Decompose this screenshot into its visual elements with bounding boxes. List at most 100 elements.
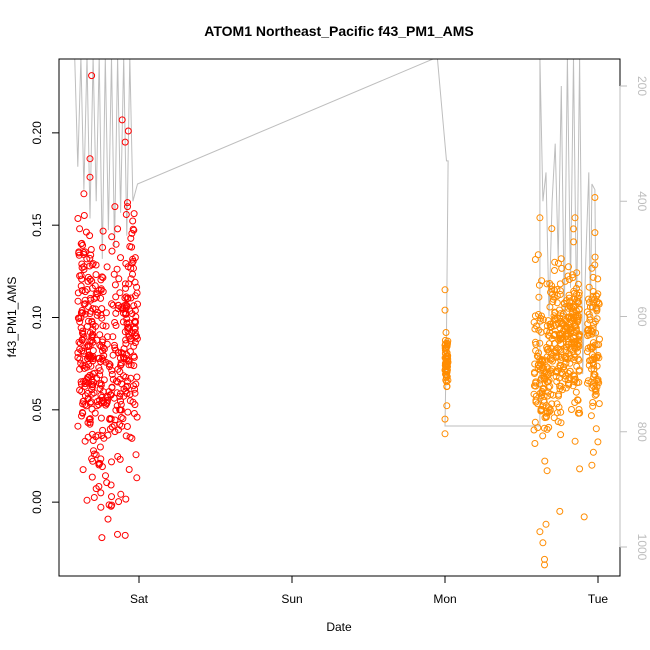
data-point	[546, 328, 554, 336]
data-point	[124, 408, 132, 416]
data-point	[557, 419, 565, 427]
data-point	[76, 345, 84, 353]
data-point	[109, 375, 117, 383]
data-point	[443, 402, 451, 410]
data-point	[77, 282, 85, 290]
data-point	[575, 367, 583, 375]
data-point	[102, 401, 110, 409]
data-point	[80, 364, 88, 372]
data-point	[82, 228, 90, 236]
data-point	[441, 306, 449, 314]
data-point	[119, 415, 127, 423]
data-point	[108, 370, 116, 378]
data-point	[546, 303, 554, 311]
data-point	[130, 382, 137, 390]
data-point	[112, 240, 120, 248]
data-point	[114, 530, 121, 538]
data-point	[121, 531, 129, 539]
data-point	[539, 384, 547, 392]
data-point	[584, 327, 591, 335]
data-point	[108, 383, 116, 391]
data-point	[121, 138, 129, 146]
data-point	[74, 354, 82, 361]
data-point	[574, 314, 582, 322]
data-point	[88, 473, 96, 481]
data-point	[81, 300, 89, 308]
data-point	[589, 399, 597, 406]
data-point	[122, 432, 130, 440]
data-point	[84, 419, 92, 427]
data-point	[108, 247, 116, 255]
data-point	[97, 276, 105, 284]
data-point	[108, 458, 115, 466]
data-point	[116, 406, 124, 414]
altitude-line-layer	[74, 59, 597, 427]
data-point	[108, 233, 116, 241]
data-point	[92, 261, 100, 269]
data-point	[560, 366, 568, 374]
data-point	[574, 396, 582, 404]
data-point	[96, 385, 104, 393]
data-point	[90, 450, 98, 458]
data-point	[588, 345, 596, 353]
x-axis: Sat Sun Mon Tue	[130, 575, 609, 606]
data-point	[593, 315, 601, 323]
data-point	[117, 414, 125, 421]
data-point	[108, 300, 116, 308]
x-tick-label: Tue	[588, 592, 609, 606]
data-point	[570, 225, 577, 233]
data-point	[442, 366, 450, 374]
data-point	[591, 379, 599, 387]
data-point	[531, 440, 539, 447]
y-axis: 0.00 0.05 0.10 0.15 0.20	[30, 121, 60, 514]
data-point	[545, 376, 553, 384]
data-point	[545, 408, 553, 416]
data-point	[107, 481, 115, 489]
data-point	[125, 333, 133, 341]
data-point	[89, 347, 97, 355]
data-point	[443, 341, 451, 349]
data-point	[549, 298, 557, 306]
data-point	[109, 333, 117, 341]
data-point	[102, 472, 109, 480]
data-point	[543, 467, 551, 475]
data-point	[534, 251, 542, 259]
data-point	[562, 343, 570, 351]
data-point	[126, 335, 134, 343]
data-point	[544, 317, 552, 325]
data-point	[112, 406, 120, 414]
data-point	[543, 280, 551, 288]
data-point	[77, 378, 85, 386]
data-point	[127, 234, 135, 242]
data-point	[78, 275, 86, 283]
data-point	[88, 72, 96, 80]
data-point	[118, 116, 126, 124]
data-point	[552, 373, 560, 380]
data-point	[553, 286, 561, 293]
data-point	[79, 400, 87, 408]
data-point	[122, 373, 130, 381]
data-point	[548, 335, 556, 343]
data-point	[77, 271, 85, 279]
data-point	[444, 358, 452, 366]
data-point	[116, 368, 124, 376]
data-point	[589, 273, 597, 281]
data-point	[539, 432, 547, 440]
data-point	[551, 258, 559, 266]
data-point	[125, 361, 133, 369]
data-point	[103, 340, 111, 348]
data-point	[553, 400, 561, 408]
data-point	[77, 324, 85, 332]
data-point	[536, 214, 544, 222]
data-point	[111, 416, 119, 424]
data-point	[590, 371, 598, 379]
data-point	[539, 402, 547, 410]
data-point	[85, 373, 93, 381]
data-point	[572, 388, 580, 396]
data-point	[131, 339, 139, 347]
data-point	[539, 539, 547, 547]
data-point	[109, 351, 117, 359]
data-point	[443, 373, 451, 381]
data-point	[99, 288, 107, 296]
data-point	[98, 534, 106, 542]
